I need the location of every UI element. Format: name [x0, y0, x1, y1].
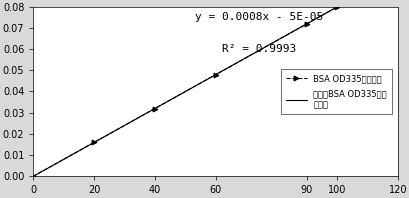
BSA OD335标准曲线	[31, 175, 36, 177]
Text: y = 0.0008x - 5E-05: y = 0.0008x - 5E-05	[195, 12, 323, 22]
线性（BSA OD335标准
曲线）	[220, 69, 225, 72]
线性（BSA OD335标准
曲线）	[319, 14, 324, 16]
BSA OD335标准曲线	[334, 6, 339, 8]
线性（BSA OD335标准
曲线）	[219, 70, 224, 72]
线性（BSA OD335标准
曲线）	[226, 66, 231, 69]
线性（BSA OD335标准
曲线）	[31, 175, 36, 177]
Line: BSA OD335标准曲线: BSA OD335标准曲线	[31, 4, 339, 179]
BSA OD335标准曲线	[303, 23, 308, 25]
线性（BSA OD335标准
曲线）	[32, 174, 37, 177]
BSA OD335标准曲线	[152, 107, 157, 110]
Legend: BSA OD335标准曲线, 线性（BSA OD335标准
曲线）: BSA OD335标准曲线, 线性（BSA OD335标准 曲线）	[280, 69, 391, 114]
线性（BSA OD335标准
曲线）	[299, 25, 304, 28]
BSA OD335标准曲线	[91, 141, 96, 144]
Text: R² = 0.9993: R² = 0.9993	[222, 44, 296, 54]
BSA OD335标准曲线	[213, 73, 218, 76]
Line: 线性（BSA OD335标准
曲线）: 线性（BSA OD335标准 曲线）	[33, 0, 351, 176]
